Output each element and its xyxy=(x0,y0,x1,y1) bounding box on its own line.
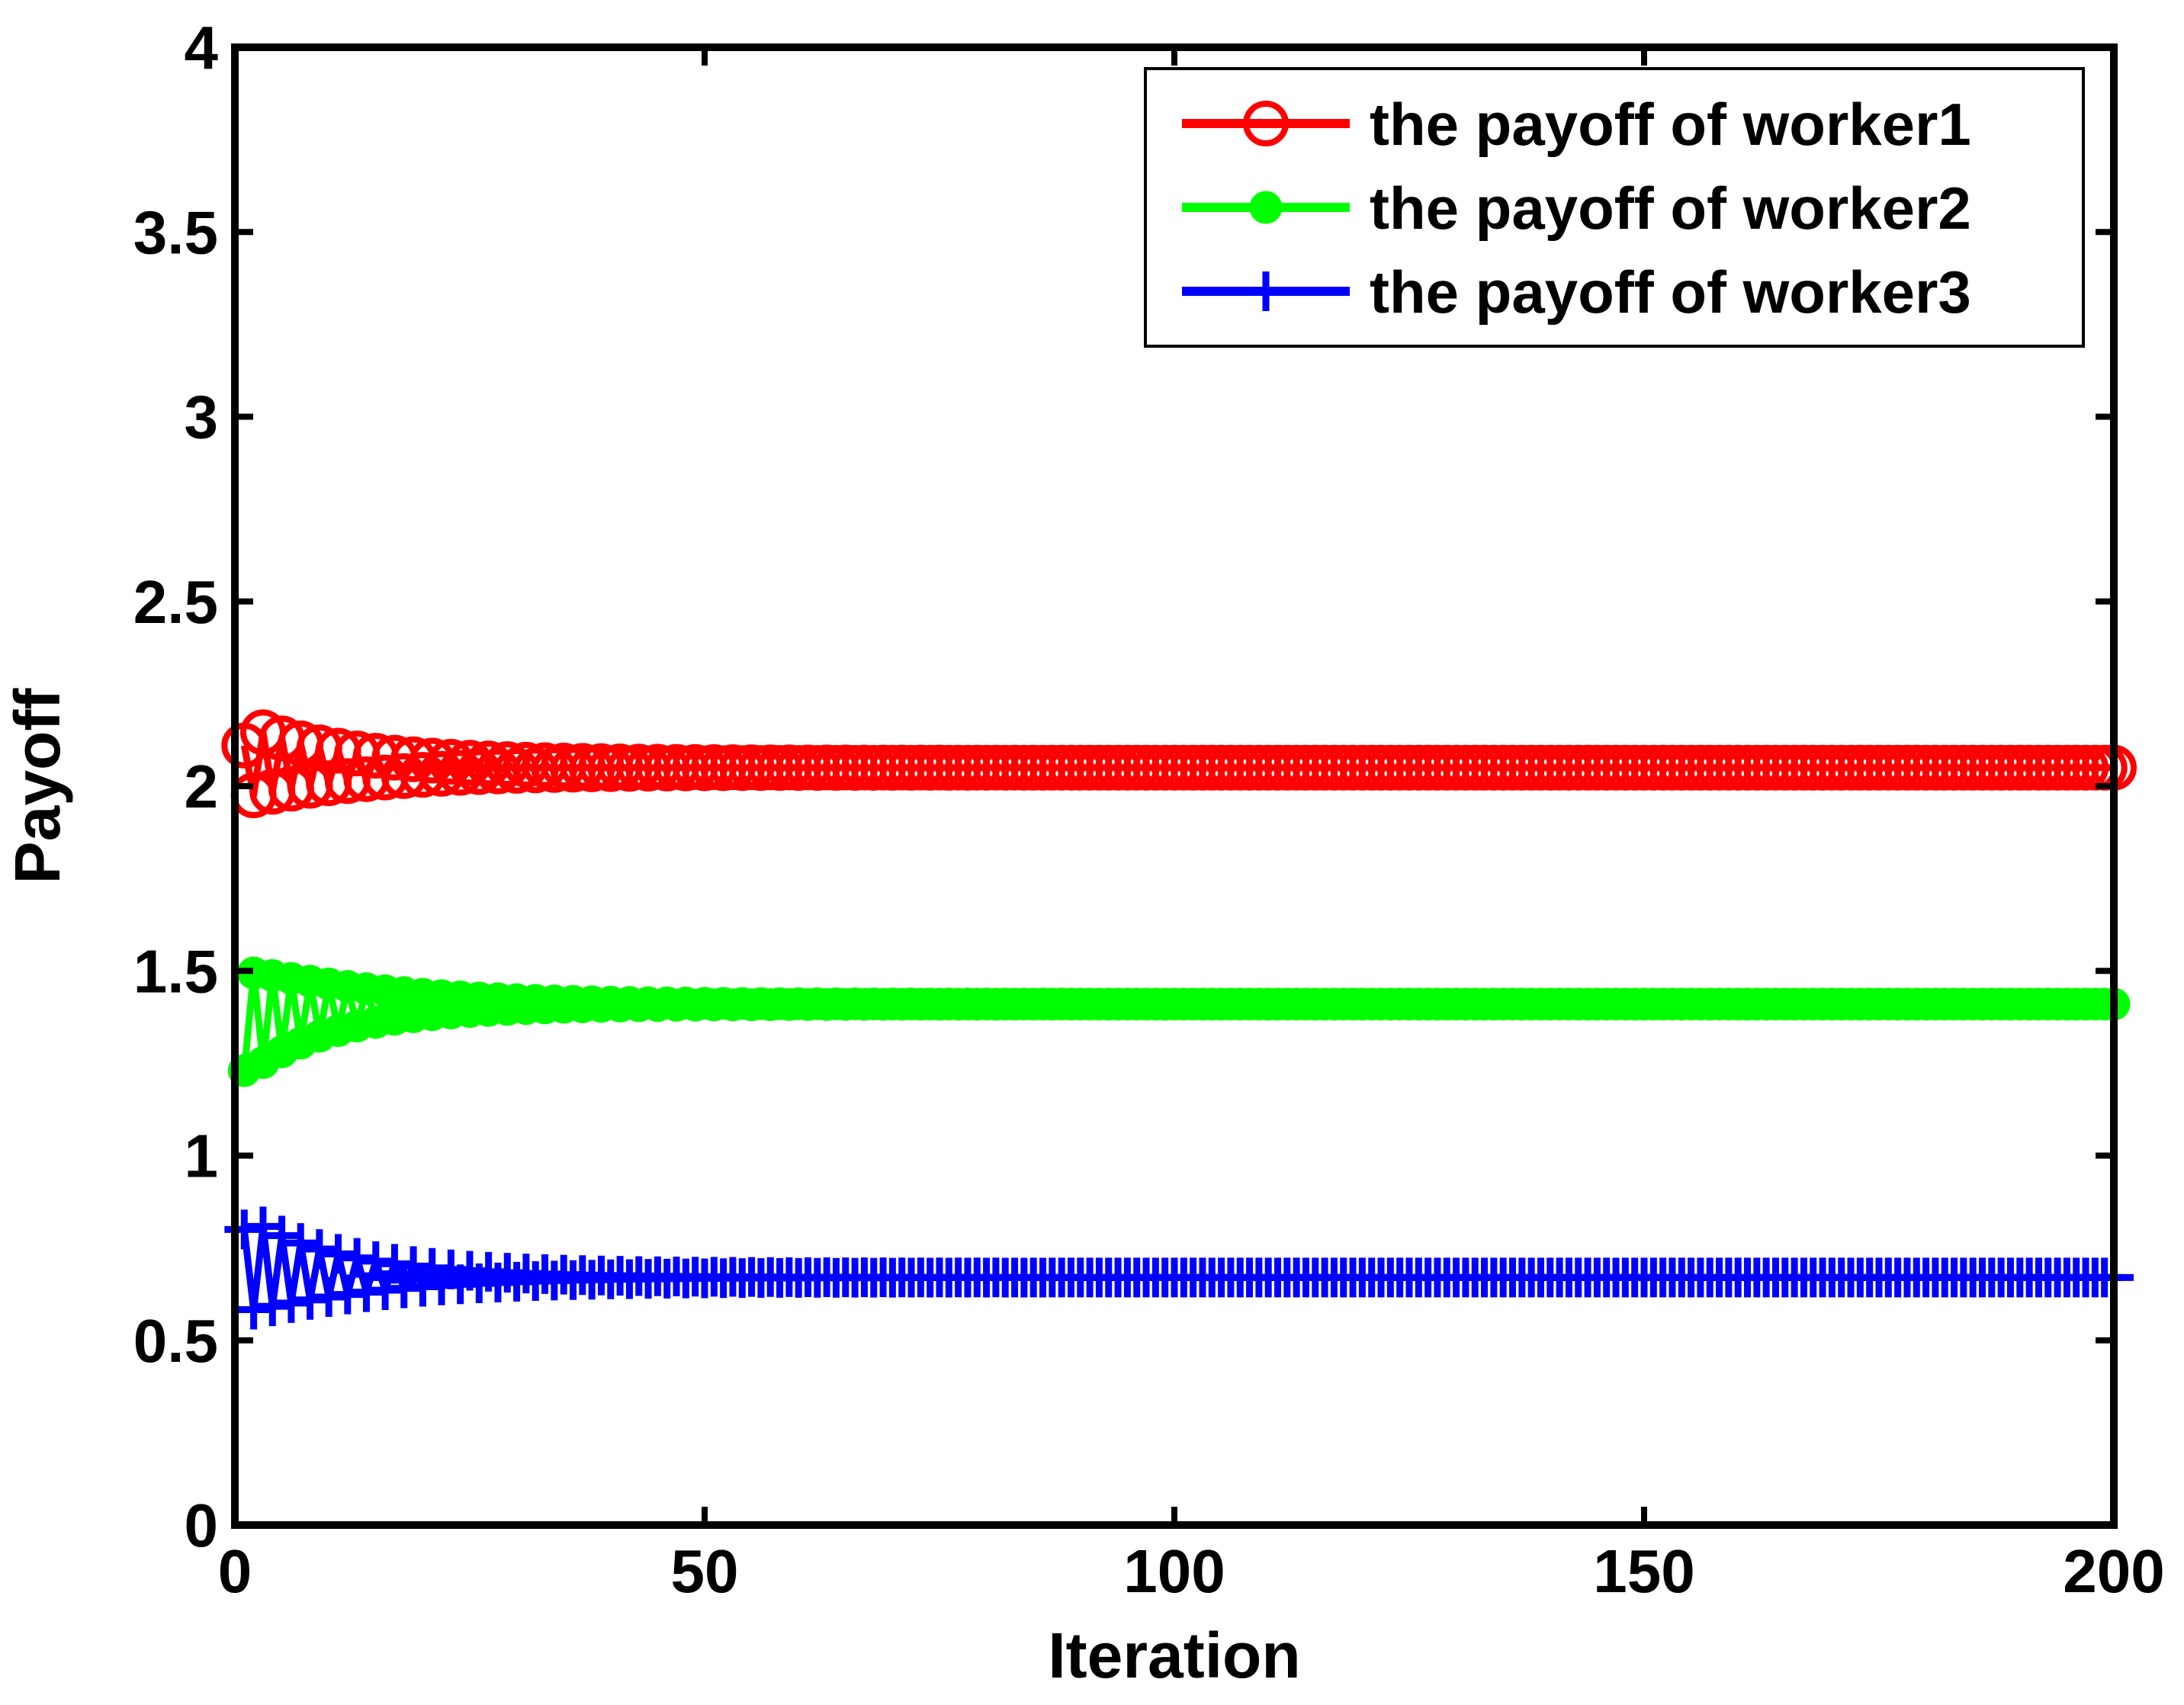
y-tick-label: 0.5 xyxy=(133,1307,218,1375)
y-tick-label: 4 xyxy=(185,14,219,82)
y-tick-label: 2 xyxy=(185,753,219,820)
y-tick-label: 3.5 xyxy=(133,198,218,266)
y-tick-label: 1 xyxy=(185,1122,219,1190)
series-1 xyxy=(221,709,2137,818)
legend-label: the payoff of worker1 xyxy=(1370,91,1971,158)
x-tick-label: 150 xyxy=(1593,1537,1694,1605)
series-layer xyxy=(221,709,2137,1330)
legend-marker xyxy=(1243,101,1289,146)
data-point xyxy=(299,1228,339,1269)
ticks-layer: 0 50 100 150 200 0 0.5 1 1.5 2 2.5 3 3.5 4 xyxy=(133,14,2165,1605)
x-tick-label: 100 xyxy=(1123,1537,1225,1605)
y-axis-label: Payoff xyxy=(2,688,73,885)
legend-marker xyxy=(1246,271,1286,311)
legend-label: the payoff of worker2 xyxy=(1370,175,1971,242)
series-markers xyxy=(224,1206,2134,1330)
legend-entry-3: the payoff of worker3 xyxy=(1182,258,1971,326)
data-point xyxy=(242,1206,283,1247)
legend-entry-2: the payoff of worker2 xyxy=(1182,175,1971,242)
data-point xyxy=(262,1215,302,1256)
data-point xyxy=(281,1223,321,1263)
y-tick-label: 2.5 xyxy=(133,568,218,636)
x-tick-label: 0 xyxy=(218,1537,252,1605)
y-tick-label: 1.5 xyxy=(133,937,218,1005)
y-tick-label: 0 xyxy=(185,1491,219,1559)
x-tick-label: 50 xyxy=(671,1537,739,1605)
series-markers xyxy=(227,956,2131,1087)
series-2 xyxy=(227,956,2131,1087)
series-markers xyxy=(221,709,2137,818)
plot-frame xyxy=(231,43,2118,1529)
legend-entry-1: the payoff of worker1 xyxy=(1182,91,1971,158)
y-tick-label: 3 xyxy=(185,384,219,451)
legend: the payoff of worker1 the payoff of worke… xyxy=(1144,67,2085,348)
data-point xyxy=(318,1234,358,1274)
series-3 xyxy=(224,1206,2134,1330)
legend-marker xyxy=(1249,191,1283,224)
legend-label: the payoff of worker3 xyxy=(1370,258,1971,326)
x-tick-label: 200 xyxy=(2063,1537,2164,1605)
x-axis-label: Iteration xyxy=(1048,1620,1300,1691)
